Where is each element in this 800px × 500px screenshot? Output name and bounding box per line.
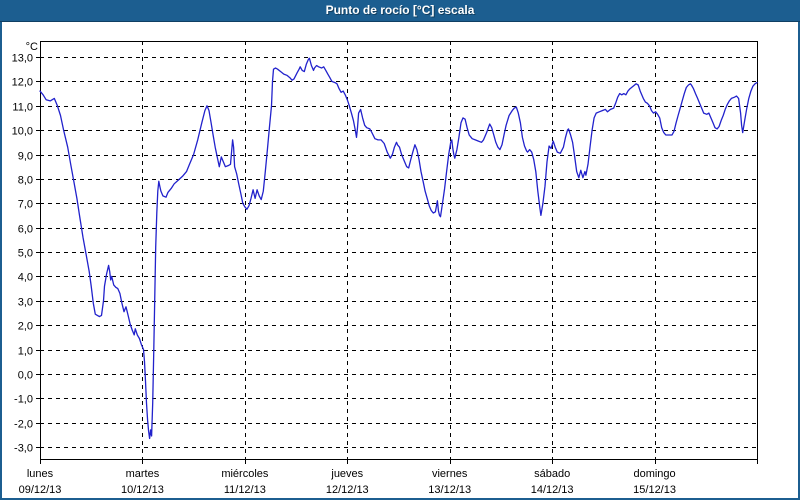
weekday-label: martes xyxy=(126,468,160,480)
y-tick-label: 5,0 xyxy=(18,248,33,260)
weekday-label: domingo xyxy=(633,468,675,480)
y-tick-label: 3,0 xyxy=(18,297,33,309)
y-tick-label: -3,0 xyxy=(14,443,33,455)
date-label: 13/12/13 xyxy=(428,484,471,496)
window-title-bar: Punto de rocío [°C] escala xyxy=(0,0,800,22)
y-tick-label: 9,0 xyxy=(18,151,33,163)
weekday-label: lunes xyxy=(27,468,54,480)
plot-border xyxy=(40,41,758,460)
celsius-unit-label: °C xyxy=(26,41,38,53)
date-label: 14/12/13 xyxy=(531,484,574,496)
date-label: 15/12/13 xyxy=(633,484,676,496)
weekday-label: sábado xyxy=(534,468,570,480)
date-label: 09/12/13 xyxy=(19,484,62,496)
date-label: 12/12/13 xyxy=(326,484,369,496)
dewpoint-series-line xyxy=(39,57,758,440)
y-tick-label: 13,0 xyxy=(12,53,33,65)
y-tick-label: 4,0 xyxy=(18,272,33,284)
y-tick-label: 0,0 xyxy=(18,370,33,382)
date-label: 10/12/13 xyxy=(121,484,164,496)
date-label: 11/12/13 xyxy=(224,484,266,496)
y-tick-label: 6,0 xyxy=(18,224,33,236)
y-tick-label: 12,0 xyxy=(12,77,33,89)
y-tick-label: 11,0 xyxy=(12,102,33,114)
y-tick-label: 8,0 xyxy=(18,175,33,187)
window-title: Punto de rocío [°C] escala xyxy=(325,3,475,17)
y-tick-label: -2,0 xyxy=(14,419,33,431)
weekday-label: viernes xyxy=(432,468,468,480)
y-tick-label: 10,0 xyxy=(12,126,33,138)
y-tick-label: 2,0 xyxy=(18,321,33,333)
weekday-label: jueves xyxy=(330,468,363,480)
y-tick-label: -1,0 xyxy=(14,394,33,406)
weekday-label: miércoles xyxy=(221,468,269,480)
y-tick-label: 1,0 xyxy=(18,346,33,358)
y-tick-label: 7,0 xyxy=(18,199,33,211)
